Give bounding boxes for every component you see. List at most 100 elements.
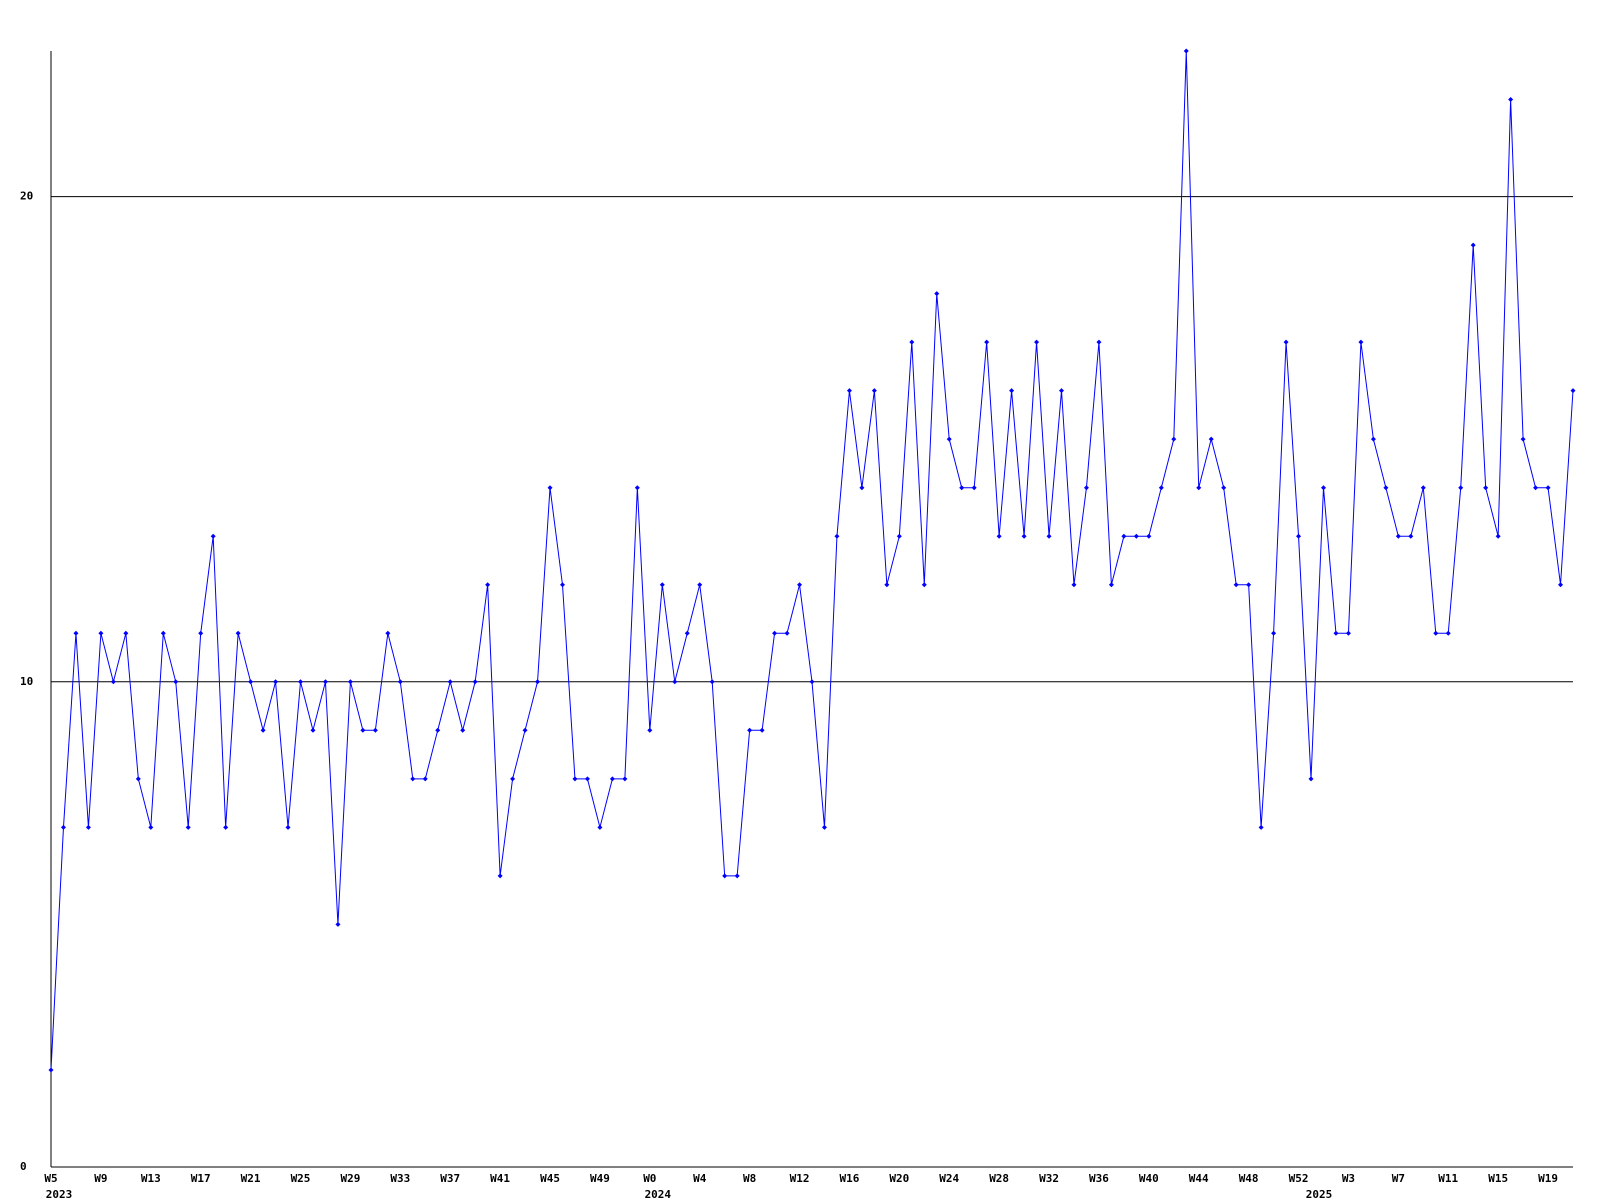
x-tick-label: W8 xyxy=(743,1172,756,1185)
data-point xyxy=(347,679,353,685)
x-tick-label: W16 xyxy=(839,1172,859,1185)
data-point xyxy=(98,630,104,636)
data-point xyxy=(1408,533,1414,539)
x-tick-label: W4 xyxy=(693,1172,707,1185)
x-tick-label: W28 xyxy=(989,1172,1009,1185)
data-point xyxy=(135,776,141,782)
x-tick-label: W17 xyxy=(191,1172,211,1185)
data-point xyxy=(772,630,778,636)
x-tick-label: W0 xyxy=(643,1172,656,1185)
year-label: 2024 xyxy=(645,1188,672,1200)
data-point xyxy=(1046,533,1052,539)
data-point xyxy=(1233,582,1239,588)
data-point xyxy=(984,339,990,345)
data-point xyxy=(909,339,915,345)
x-tick-label: W25 xyxy=(291,1172,311,1185)
y-tick-label: 20 xyxy=(20,190,33,203)
data-point xyxy=(1345,630,1351,636)
x-tick-label: W19 xyxy=(1538,1172,1558,1185)
data-point xyxy=(1059,388,1065,394)
x-tick-label: W12 xyxy=(790,1172,810,1185)
x-tick-label: W13 xyxy=(141,1172,161,1185)
data-point xyxy=(435,727,441,733)
data-point xyxy=(535,679,541,685)
x-tick-label: W5 xyxy=(44,1172,57,1185)
data-point xyxy=(734,873,740,879)
x-tick-label: W3 xyxy=(1342,1172,1355,1185)
data-point xyxy=(310,727,316,733)
data-point xyxy=(447,679,453,685)
data-point xyxy=(1108,582,1114,588)
data-point xyxy=(821,824,827,830)
data-point xyxy=(335,921,341,927)
data-point xyxy=(684,630,690,636)
data-point xyxy=(210,533,216,539)
x-tick-label: W21 xyxy=(241,1172,261,1185)
data-point xyxy=(148,824,154,830)
data-point xyxy=(1458,485,1464,491)
x-tick-label: W11 xyxy=(1438,1172,1458,1185)
data-point xyxy=(1420,485,1426,491)
data-point xyxy=(797,582,803,588)
data-point xyxy=(198,630,204,636)
x-tick-label: W49 xyxy=(590,1172,610,1185)
data-point xyxy=(971,485,977,491)
x-tick-label: W20 xyxy=(889,1172,909,1185)
data-point xyxy=(497,873,503,879)
data-point xyxy=(934,291,940,297)
data-point xyxy=(110,679,116,685)
data-point xyxy=(1196,485,1202,491)
data-point xyxy=(1383,485,1389,491)
data-point xyxy=(235,630,241,636)
data-point xyxy=(584,776,590,782)
data-point xyxy=(759,727,765,733)
data-point xyxy=(647,727,653,733)
data-point xyxy=(1146,533,1152,539)
data-point xyxy=(634,485,640,491)
data-point xyxy=(946,436,952,442)
x-tick-label: W24 xyxy=(939,1172,959,1185)
data-line xyxy=(50,50,1574,1070)
data-point xyxy=(1570,388,1576,394)
data-point xyxy=(1433,630,1439,636)
data-point xyxy=(510,776,516,782)
data-point xyxy=(1208,436,1214,442)
data-point xyxy=(1083,485,1089,491)
data-point xyxy=(1096,339,1102,345)
data-point xyxy=(859,485,865,491)
data-point xyxy=(996,533,1002,539)
data-point xyxy=(809,679,815,685)
data-point xyxy=(460,727,466,733)
data-point xyxy=(260,727,266,733)
data-point xyxy=(185,824,191,830)
data-point xyxy=(884,582,890,588)
data-point xyxy=(871,388,877,394)
year-label: 2025 xyxy=(1306,1188,1333,1200)
data-point xyxy=(1121,533,1127,539)
data-point xyxy=(597,824,603,830)
data-point xyxy=(85,824,91,830)
data-point xyxy=(1271,630,1277,636)
data-point xyxy=(747,727,753,733)
x-tick-label: W7 xyxy=(1392,1172,1405,1185)
data-point xyxy=(722,873,728,879)
data-point xyxy=(372,727,378,733)
data-point xyxy=(697,582,703,588)
data-point xyxy=(1358,339,1364,345)
data-point xyxy=(1395,533,1401,539)
data-point xyxy=(1520,436,1526,442)
data-point xyxy=(1296,533,1302,539)
data-point xyxy=(1483,485,1489,491)
x-tick-label: W15 xyxy=(1488,1172,1508,1185)
data-point xyxy=(709,679,715,685)
data-point xyxy=(173,679,179,685)
x-tick-label: W52 xyxy=(1289,1172,1309,1185)
x-tick-label: W32 xyxy=(1039,1172,1059,1185)
data-point xyxy=(921,582,927,588)
data-point xyxy=(1171,436,1177,442)
data-point xyxy=(397,679,403,685)
data-point xyxy=(547,485,553,491)
data-point xyxy=(298,679,304,685)
data-point xyxy=(48,1067,54,1073)
data-point xyxy=(422,776,428,782)
